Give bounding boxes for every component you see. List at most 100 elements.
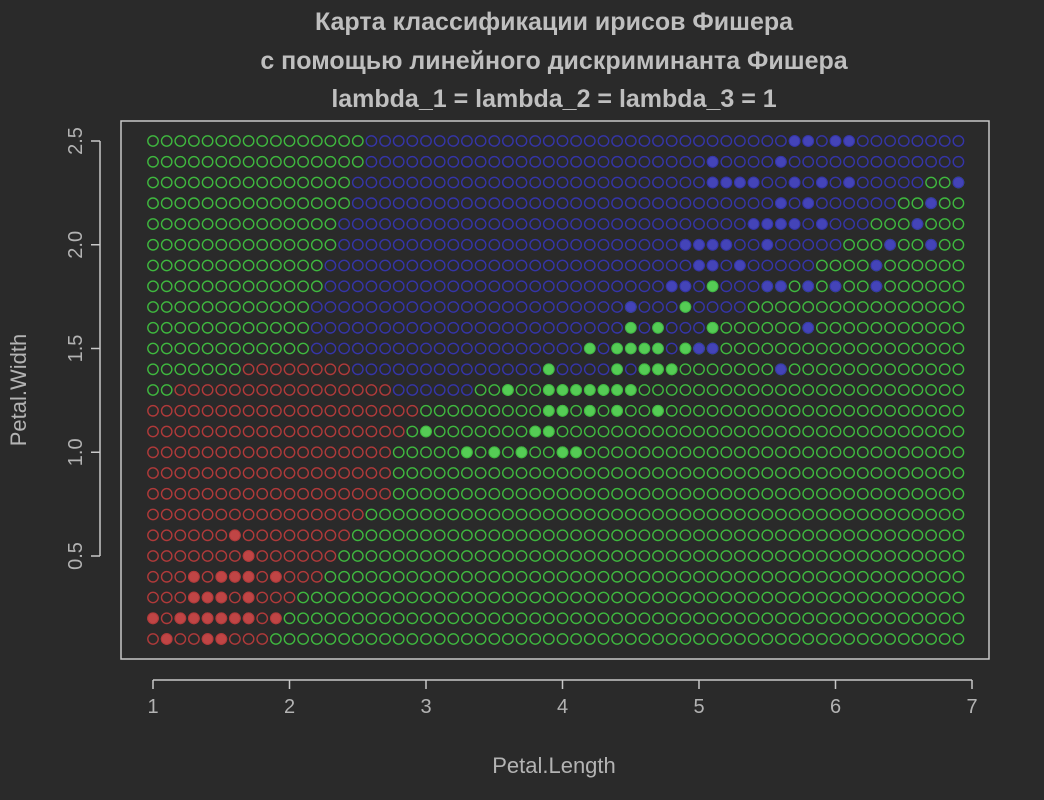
grid-point-virginica (324, 301, 337, 313)
grid-point-versicolor (761, 384, 774, 396)
grid-point-versicolor (392, 508, 405, 521)
grid-point-virginica (665, 259, 678, 272)
grid-point-virginica (392, 218, 405, 230)
grid-point-versicolor (474, 612, 487, 625)
observation-virginica (720, 176, 733, 189)
grid-point-versicolor (242, 197, 255, 210)
grid-point-versicolor (501, 425, 514, 438)
grid-point-versicolor (897, 321, 910, 334)
grid-point-versicolor (256, 238, 269, 251)
grid-point-versicolor (433, 404, 446, 417)
grid-point-versicolor (747, 591, 760, 604)
grid-point-versicolor (911, 612, 924, 625)
grid-point-setosa (310, 446, 323, 459)
grid-point-versicolor (611, 508, 623, 521)
grid-point-versicolor (447, 612, 460, 625)
grid-point-setosa (297, 404, 309, 417)
grid-point-versicolor (611, 591, 623, 604)
grid-point-setosa (256, 446, 269, 459)
grid-point-virginica (529, 238, 542, 251)
grid-point-versicolor (734, 425, 746, 438)
grid-point-virginica (529, 321, 542, 334)
grid-point-versicolor (665, 384, 678, 396)
grid-point-setosa (256, 570, 269, 583)
grid-point-versicolor (324, 612, 337, 625)
observation-versicolor (556, 384, 569, 396)
grid-point-versicolor (638, 591, 651, 604)
grid-point-versicolor (556, 633, 569, 645)
grid-point-virginica (720, 135, 733, 147)
grid-point-versicolor (406, 633, 419, 645)
grid-point-versicolor (870, 384, 883, 396)
grid-point-virginica (583, 363, 596, 376)
grid-point-virginica (433, 259, 446, 272)
observation-virginica (843, 135, 855, 147)
grid-point-versicolor (952, 446, 965, 459)
grid-point-setosa (310, 487, 323, 500)
grid-point-virginica (474, 280, 487, 293)
grid-point-virginica (529, 197, 542, 210)
grid-point-versicolor (501, 467, 514, 479)
grid-point-versicolor (761, 633, 774, 645)
grid-point-versicolor (542, 550, 555, 562)
observation-setosa (215, 612, 228, 625)
grid-point-versicolor (897, 342, 910, 355)
grid-point-versicolor (556, 612, 569, 625)
grid-point-versicolor (829, 508, 842, 521)
grid-point-versicolor (706, 550, 719, 562)
grid-point-virginica (665, 301, 678, 313)
grid-point-virginica (638, 280, 651, 293)
observation-virginica (706, 342, 719, 355)
grid-point-virginica (597, 321, 610, 334)
grid-point-versicolor (802, 342, 815, 355)
grid-point-virginica (570, 342, 582, 355)
observation-virginica (775, 218, 787, 230)
grid-point-versicolor (843, 508, 855, 521)
observation-virginica (829, 280, 842, 293)
grid-point-setosa (174, 467, 187, 479)
grid-point-versicolor (870, 425, 883, 438)
grid-point-virginica (365, 218, 378, 230)
grid-point-versicolor (501, 446, 514, 459)
grid-point-versicolor (624, 467, 637, 479)
grid-point-versicolor (433, 591, 446, 604)
grid-point-versicolor (952, 342, 965, 355)
grid-point-virginica (515, 363, 528, 376)
grid-point-versicolor (392, 529, 405, 542)
grid-point-versicolor (679, 384, 692, 396)
grid-point-versicolor (925, 570, 937, 583)
grid-point-setosa (351, 487, 364, 500)
grid-point-setosa (365, 425, 378, 438)
grid-point-versicolor (870, 342, 883, 355)
grid-point-virginica (570, 218, 582, 230)
grid-point-versicolor (488, 550, 501, 562)
grid-point-versicolor (365, 633, 378, 645)
grid-point-versicolor (829, 363, 842, 376)
grid-point-versicolor (802, 529, 815, 542)
grid-point-versicolor (843, 384, 855, 396)
grid-point-versicolor (529, 384, 542, 396)
grid-point-versicolor (884, 384, 896, 396)
grid-point-versicolor (679, 467, 692, 479)
grid-point-virginica (474, 301, 487, 313)
grid-point-versicolor (938, 487, 951, 500)
observation-setosa (188, 612, 200, 625)
grid-point-virginica (652, 155, 664, 168)
grid-point-virginica (556, 321, 569, 334)
grid-point-virginica (351, 197, 364, 210)
observation-virginica (761, 280, 774, 293)
grid-point-versicolor (802, 425, 815, 438)
grid-point-versicolor (147, 342, 159, 355)
grid-point-virginica (392, 363, 405, 376)
grid-point-versicolor (187, 135, 200, 147)
grid-point-versicolor (816, 591, 828, 604)
grid-point-versicolor (365, 550, 378, 562)
grid-point-versicolor (338, 633, 350, 645)
grid-point-virginica (761, 155, 774, 168)
grid-point-versicolor (215, 259, 228, 272)
grid-point-versicolor (228, 197, 241, 210)
grid-point-virginica (638, 176, 651, 189)
grid-point-virginica (542, 176, 555, 189)
grid-point-setosa (160, 404, 173, 417)
grid-point-versicolor (310, 259, 323, 272)
